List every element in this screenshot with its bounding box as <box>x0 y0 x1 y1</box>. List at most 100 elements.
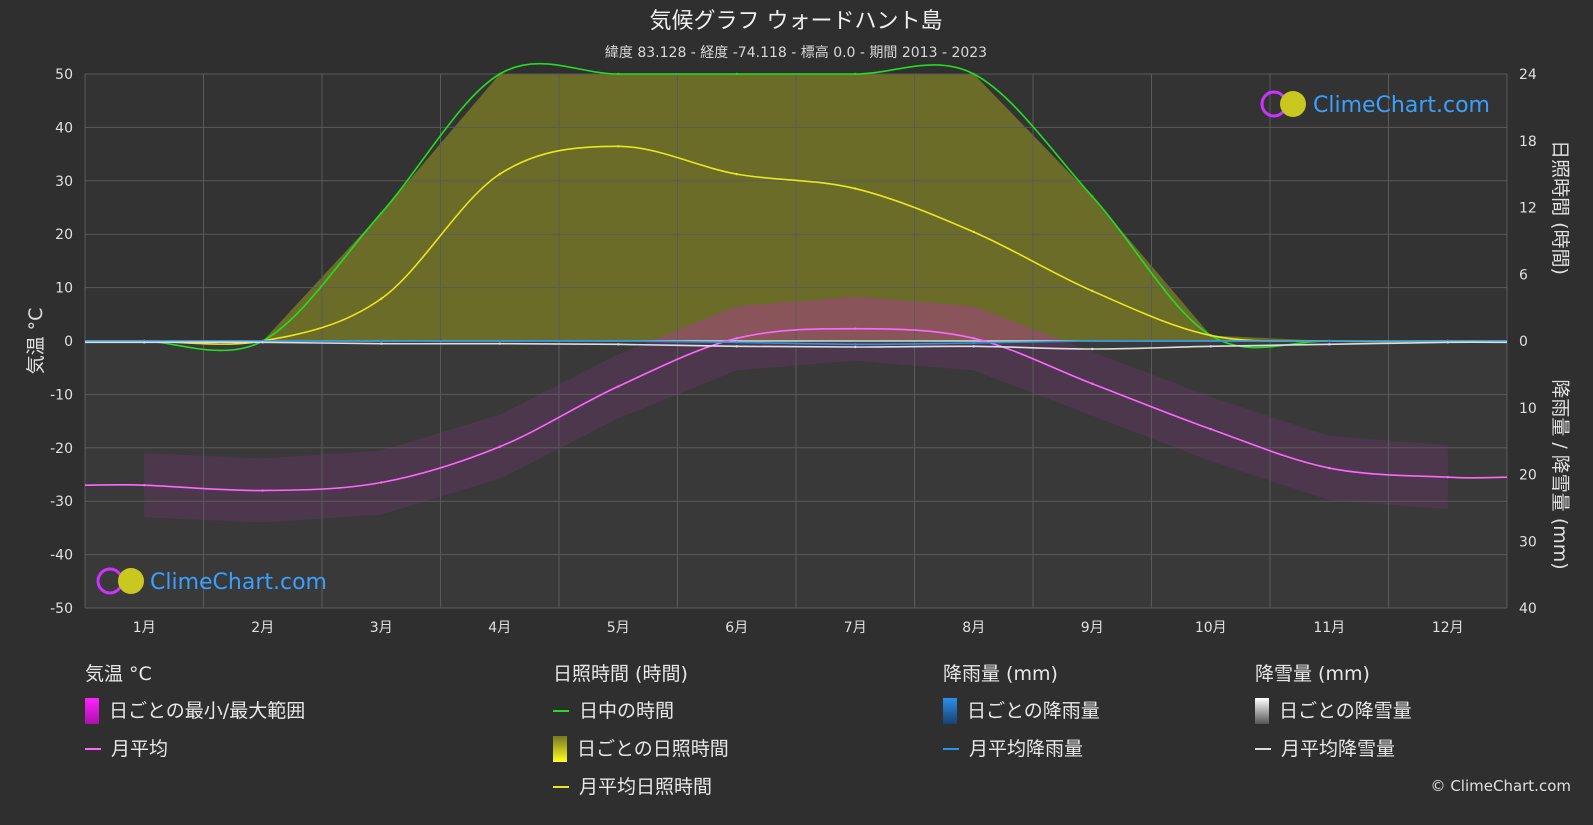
y-left-tick-label: -40 <box>50 548 73 564</box>
y-left-tick-label: -10 <box>50 387 73 403</box>
temp-avg-line-point <box>380 481 383 484</box>
rain-avg-line-icon <box>943 748 959 750</box>
legend-label: 日ごとの降雪量 <box>1279 700 1412 722</box>
legend-title-temperature: 気温 °C <box>85 663 152 685</box>
snow-avg-line-icon <box>1255 748 1271 750</box>
snow-avg-line-point <box>498 342 501 345</box>
y-right-sun-tick-label: 6 <box>1519 267 1528 283</box>
watermark-text-bottom: ClimeChart.com <box>150 570 327 595</box>
temp-avg-line-icon <box>85 748 101 750</box>
y-right-precip-tick-label: 20 <box>1519 468 1537 484</box>
temp-avg-line-point <box>972 337 975 340</box>
logo-sun-icon <box>118 568 144 594</box>
daylight-line-point <box>380 211 383 215</box>
legend-label: 日中の時間 <box>579 700 675 722</box>
daylight-line <box>84 62 1507 352</box>
legend-rain: 降雨量 (mm) 日ごとの降雨量 月平均降雨量 <box>943 660 1100 772</box>
rain-avg-line <box>84 340 1507 346</box>
snow-avg-line-point <box>143 341 146 344</box>
temp-avg-line-point <box>854 327 857 330</box>
daylight-line-point <box>498 72 501 76</box>
y-left-tick-label: 30 <box>55 174 73 190</box>
legend-item-sunshine-avg: 月平均日照時間 <box>553 772 729 802</box>
rain-avg-line-point <box>380 339 383 343</box>
y-right-sun-tick-label: 12 <box>1519 201 1537 217</box>
y-left-tick-label: -30 <box>50 494 73 510</box>
legend-temperature: 気温 °C 日ごとの最小/最大範囲 月平均 <box>85 660 305 772</box>
x-tick-label: 2月 <box>251 620 274 636</box>
sunshine-avg-line-point <box>854 187 857 190</box>
snow-avg-line-point <box>972 345 975 348</box>
daylight-line-point <box>735 72 738 76</box>
watermark-logo-bottom: ClimeChart.com <box>96 567 327 595</box>
x-tick-label: 10月 <box>1195 620 1227 636</box>
rain-avg-line-point <box>854 343 857 346</box>
temp-avg-line <box>84 327 1508 492</box>
y-right-sun-tick-label: 18 <box>1519 134 1537 150</box>
legend-item-snow-avg: 月平均降雪量 <box>1255 734 1412 764</box>
sunshine-avg-line-point <box>498 172 501 176</box>
y-left-tick-label: 10 <box>55 281 73 297</box>
x-tick-label: 4月 <box>488 620 511 636</box>
rain-avg-line-point <box>1091 339 1094 343</box>
temp-avg-line-point <box>1446 475 1449 479</box>
chart-title: 気候グラフ ウォードハント島 <box>650 9 943 34</box>
legend-sunshine: 日照時間 (時間) 日中の時間 日ごとの日照時間 月平均日照時間 <box>553 660 729 810</box>
daylight-line-point <box>1091 195 1094 198</box>
snow-swatch-icon <box>1255 698 1269 724</box>
temp-avg-line-point <box>735 337 738 340</box>
legend-item-temp-avg: 月平均 <box>85 734 305 764</box>
temp-avg-line-point <box>261 489 264 492</box>
y-left-tick-label: 20 <box>55 227 73 243</box>
snow-avg-line-point <box>380 342 383 345</box>
y-left-tick-label: -20 <box>50 441 73 457</box>
legend-item-temp-range: 日ごとの最小/最大範囲 <box>85 696 305 726</box>
snow-avg-line-point <box>617 343 620 346</box>
daylight-line-point <box>972 72 975 76</box>
sunshine-avg-line-point <box>380 297 383 300</box>
sunshine-avg-line-icon <box>553 786 569 788</box>
y-left-tick-label: -50 <box>50 601 73 617</box>
temp-avg-line-point <box>498 445 501 448</box>
snow-avg-line-point <box>854 345 857 349</box>
y-right-precip-axis-label: 降雨量 / 降雪量 (mm) <box>1549 379 1571 569</box>
rain-avg-line-point <box>1209 339 1212 343</box>
y-right-precip-tick-label: 40 <box>1519 601 1537 617</box>
x-tick-label: 9月 <box>1081 620 1104 636</box>
legend-snow: 降雪量 (mm) 日ごとの降雪量 月平均降雪量 <box>1255 660 1412 772</box>
legend-label: 日ごとの日照時間 <box>577 738 729 760</box>
temp-avg-line-point <box>617 385 620 388</box>
y-left-tick-label: 0 <box>64 334 73 350</box>
temp-avg-line-point <box>1328 466 1331 470</box>
legend-label: 日ごとの最小/最大範囲 <box>109 700 306 722</box>
y-right-precip-tick-label: 30 <box>1519 534 1537 550</box>
snow-avg-line-point <box>1209 345 1212 348</box>
legend-label: 月平均降雨量 <box>969 738 1084 760</box>
temp-range-swatch-icon <box>85 698 99 724</box>
legend-item-sunshine-daily: 日ごとの日照時間 <box>553 734 729 764</box>
x-tick-label: 5月 <box>607 620 630 636</box>
x-tick-label: 7月 <box>844 620 867 636</box>
y-left-tick-label: 40 <box>55 120 73 136</box>
y-right-sun-tick-label: 0 <box>1519 334 1528 350</box>
rain-avg-line-point <box>1328 339 1331 343</box>
rain-avg-line-point <box>972 341 975 345</box>
legend-label: 日ごとの降雨量 <box>967 700 1100 722</box>
sunshine-avg-line-point <box>972 230 975 234</box>
rain-avg-line-point <box>735 341 738 344</box>
sunshine-swatch-icon <box>553 736 567 762</box>
snow-avg-line-point <box>1091 347 1094 351</box>
watermark-logo-top: ClimeChart.com <box>1260 90 1490 118</box>
chart-subtitle: 緯度 83.128 - 経度 -74.118 - 標高 0.0 - 期間 201… <box>605 44 987 61</box>
sunshine-avg-line-point <box>617 145 620 148</box>
legend-title-rain: 降雨量 (mm) <box>943 663 1058 685</box>
sunshine-avg-line-point <box>735 172 738 176</box>
snow-avg-line-point <box>1446 341 1449 344</box>
legend-label: 月平均 <box>111 738 169 760</box>
y-right-sun-axis-label: 日照時間 (時間) <box>1549 140 1571 275</box>
rain-avg-line-point <box>617 339 620 343</box>
rain-swatch-icon <box>943 698 957 724</box>
daylight-line-point <box>617 72 620 76</box>
temp-avg-line-point <box>143 483 146 487</box>
